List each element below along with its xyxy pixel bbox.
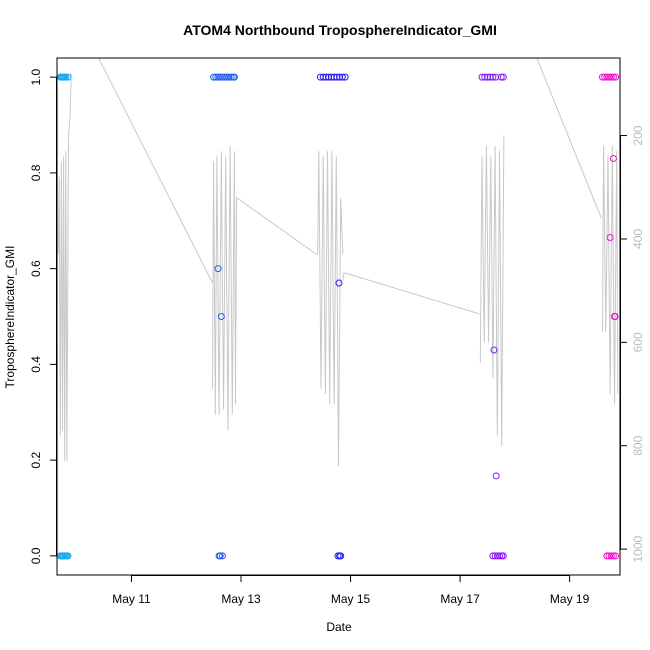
data-point-series-3 xyxy=(319,73,327,81)
data-point-series-1 xyxy=(64,73,72,81)
data-point-series-2 xyxy=(214,265,222,273)
x-tick-label: May 17 xyxy=(440,592,480,606)
pressure-trace-segment-5 xyxy=(342,271,480,315)
data-point-series-2 xyxy=(216,552,224,560)
data-point-series-5 xyxy=(612,552,620,560)
y-tick-label: 0.6 xyxy=(29,260,43,277)
data-point-series-2 xyxy=(214,73,222,81)
data-point-series-4 xyxy=(489,73,497,81)
data-point-series-5 xyxy=(612,73,620,81)
data-point-series-5 xyxy=(609,73,617,81)
y-tick-label: 0.4 xyxy=(29,356,43,373)
data-point-series-4 xyxy=(496,552,503,560)
data-point-series-5 xyxy=(605,552,613,560)
y-tick-label: 0.8 xyxy=(29,164,43,181)
data-point-series-5 xyxy=(607,552,615,560)
right-tick-label: 200 xyxy=(631,125,645,145)
data-point-series-3 xyxy=(335,279,343,287)
data-point-series-4 xyxy=(492,472,500,480)
data-point-series-2 xyxy=(221,73,229,81)
data-point-series-2 xyxy=(218,552,226,560)
data-point-series-4 xyxy=(499,73,507,81)
data-point-series-4 xyxy=(490,346,498,354)
y-tick-label: 1.0 xyxy=(29,68,43,85)
right-tick-label: 400 xyxy=(631,229,645,249)
data-point-series-4 xyxy=(484,73,491,81)
data-point-series-2 xyxy=(230,73,238,81)
data-point-series-4 xyxy=(491,552,499,560)
pressure-trace-segment-0 xyxy=(57,73,72,462)
data-point-series-3 xyxy=(337,552,345,560)
right-tick-label: 800 xyxy=(631,435,645,455)
pressure-trace-segment-8 xyxy=(602,145,619,405)
data-point-series-2 xyxy=(217,313,225,320)
data-point-series-3 xyxy=(341,73,349,81)
data-point-series-5 xyxy=(606,234,614,241)
data-point-series-3 xyxy=(333,73,341,81)
data-point-series-2 xyxy=(210,73,218,81)
data-point-series-3 xyxy=(338,73,346,81)
data-point-series-5 xyxy=(611,313,618,320)
data-point-series-4 xyxy=(497,73,505,81)
data-point-series-5 xyxy=(609,552,617,560)
data-point-series-1 xyxy=(62,73,70,81)
data-points-layer xyxy=(56,73,620,560)
data-point-series-4 xyxy=(489,552,497,560)
x-tick-label: May 11 xyxy=(112,592,151,606)
data-point-series-2 xyxy=(218,73,226,81)
data-point-series-5 xyxy=(607,73,615,81)
x-tick-label: May 15 xyxy=(331,592,371,606)
y-tick-label: 0.0 xyxy=(29,547,43,564)
right-tick-label: 1000 xyxy=(631,535,645,562)
data-point-series-2 xyxy=(227,73,235,81)
pressure-trace-segment-6 xyxy=(479,135,505,446)
data-point-series-1 xyxy=(64,552,72,560)
pressure-trace-segment-4 xyxy=(317,151,344,467)
y-axis-title: TroposphereIndicator_GMI xyxy=(3,246,17,389)
pressure-trace-segment-2 xyxy=(212,145,236,431)
data-point-series-2 xyxy=(212,73,220,81)
data-point-series-5 xyxy=(609,155,617,162)
data-point-series-2 xyxy=(225,73,233,81)
pressure-trace-segment-3 xyxy=(235,196,317,395)
right-tick-label: 600 xyxy=(631,332,645,352)
plot-frame xyxy=(56,57,621,576)
x-tick-label: May 19 xyxy=(550,592,590,606)
y-tick-label: 0.2 xyxy=(29,451,43,468)
chart-title: ATOM4 Northbound TroposphereIndicator_GM… xyxy=(183,22,497,38)
pressure-trace-segment-1 xyxy=(98,57,213,284)
x-tick-label: May 13 xyxy=(221,592,261,606)
data-point-series-4 xyxy=(499,552,507,560)
data-point-series-2 xyxy=(216,73,224,81)
x-axis-title: Date xyxy=(326,620,352,634)
data-point-series-5 xyxy=(605,73,613,81)
